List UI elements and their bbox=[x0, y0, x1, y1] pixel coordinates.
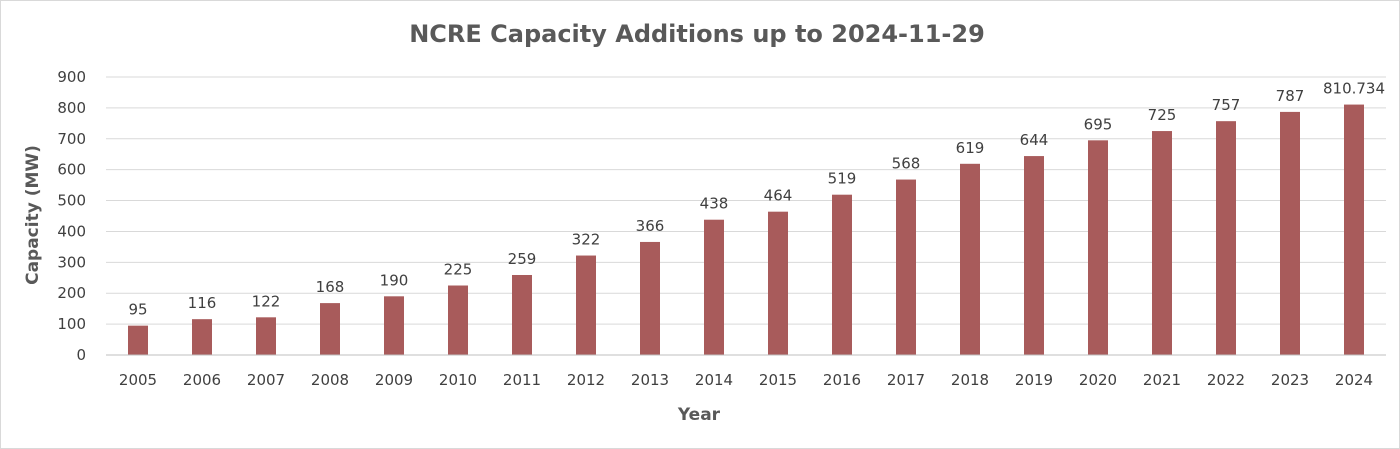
y-tick-label: 800 bbox=[57, 99, 86, 117]
x-tick-label: 2021 bbox=[1143, 371, 1181, 389]
x-tick-label: 2013 bbox=[631, 371, 669, 389]
data-label-2010: 225 bbox=[444, 261, 473, 279]
data-labels: 95 116 122 168 190 225 259 322 366 438 464 519 568 61… bbox=[128, 80, 1385, 319]
bar-2014 bbox=[704, 219, 724, 355]
bar-2007 bbox=[256, 317, 276, 355]
bar-2022 bbox=[1216, 121, 1236, 355]
data-label-2023: 787 bbox=[1276, 87, 1305, 105]
x-tick-label: 2014 bbox=[695, 371, 733, 389]
bar-2021 bbox=[1152, 131, 1172, 355]
x-axis-ticks: 2005 2006 2007 2008 2009 2010 2011 2012 2013 2014… bbox=[119, 371, 1373, 389]
x-tick-label: 2022 bbox=[1207, 371, 1245, 389]
x-tick-label: 2009 bbox=[375, 371, 413, 389]
x-tick-label: 2019 bbox=[1015, 371, 1053, 389]
data-label-2012: 322 bbox=[572, 231, 601, 249]
x-tick-label: 2011 bbox=[503, 371, 541, 389]
data-label-2024: 810.734 bbox=[1323, 80, 1385, 98]
bar-2013 bbox=[640, 241, 660, 355]
x-tick-label: 2020 bbox=[1079, 371, 1117, 389]
y-tick-label: 300 bbox=[57, 253, 86, 271]
x-tick-label: 2010 bbox=[439, 371, 477, 389]
data-label-2007: 122 bbox=[252, 292, 281, 310]
bar-2015 bbox=[768, 211, 788, 355]
bar-2006 bbox=[192, 319, 212, 355]
bar-2020 bbox=[1088, 140, 1108, 355]
y-tick-label: 700 bbox=[57, 130, 86, 148]
data-label-2008: 168 bbox=[316, 278, 345, 296]
x-axis-title: Year bbox=[677, 405, 721, 425]
bar-2011 bbox=[512, 274, 532, 355]
x-tick-label: 2012 bbox=[567, 371, 605, 389]
bar-2017 bbox=[896, 179, 916, 355]
y-tick-label: 600 bbox=[57, 161, 86, 179]
bars bbox=[128, 104, 1364, 355]
x-tick-label: 2016 bbox=[823, 371, 861, 389]
x-tick-label: 2008 bbox=[311, 371, 349, 389]
data-label-2006: 116 bbox=[188, 294, 217, 312]
bar-2018 bbox=[960, 163, 980, 355]
data-label-2014: 438 bbox=[700, 195, 729, 213]
bar-2023 bbox=[1280, 111, 1300, 355]
x-tick-label: 2023 bbox=[1271, 371, 1309, 389]
y-tick-label: 0 bbox=[76, 346, 86, 364]
x-tick-label: 2006 bbox=[183, 371, 221, 389]
data-label-2005: 95 bbox=[128, 301, 147, 319]
x-tick-label: 2015 bbox=[759, 371, 797, 389]
x-tick-label: 2024 bbox=[1335, 371, 1373, 389]
y-axis-ticks: 0 100 200 300 400 500 600 700 800 900 bbox=[57, 68, 86, 364]
x-tick-label: 2017 bbox=[887, 371, 925, 389]
bar-2012 bbox=[576, 255, 596, 355]
y-tick-label: 100 bbox=[57, 315, 86, 333]
data-label-2015: 464 bbox=[764, 187, 793, 205]
y-tick-label: 200 bbox=[57, 284, 86, 302]
bar-2008 bbox=[320, 303, 340, 355]
data-label-2020: 695 bbox=[1084, 115, 1113, 133]
bar-2009 bbox=[384, 296, 404, 355]
gridlines bbox=[106, 76, 1386, 325]
bar-2019 bbox=[1024, 156, 1044, 355]
y-tick-label: 400 bbox=[57, 222, 86, 240]
data-label-2017: 568 bbox=[892, 155, 921, 173]
x-tick-label: 2007 bbox=[247, 371, 285, 389]
bar-2005 bbox=[128, 325, 148, 355]
bar-2010 bbox=[448, 285, 468, 355]
y-tick-label: 500 bbox=[57, 192, 86, 210]
y-tick-label: 900 bbox=[57, 68, 86, 86]
data-label-2019: 644 bbox=[1020, 131, 1049, 149]
data-label-2016: 519 bbox=[828, 170, 857, 188]
data-label-2022: 757 bbox=[1212, 96, 1241, 114]
data-label-2018: 619 bbox=[956, 139, 985, 157]
bar-2024 bbox=[1344, 104, 1364, 355]
x-tick-label: 2005 bbox=[119, 371, 157, 389]
data-label-2009: 190 bbox=[380, 271, 409, 289]
data-label-2013: 366 bbox=[636, 217, 665, 235]
bar-2016 bbox=[832, 194, 852, 355]
data-label-2021: 725 bbox=[1148, 106, 1177, 124]
data-label-2011: 259 bbox=[508, 250, 537, 268]
chart-title: NCRE Capacity Additions up to 2024-11-29 bbox=[409, 20, 985, 48]
y-axis-title: Capacity (MW) bbox=[23, 145, 43, 285]
x-tick-label: 2018 bbox=[951, 371, 989, 389]
